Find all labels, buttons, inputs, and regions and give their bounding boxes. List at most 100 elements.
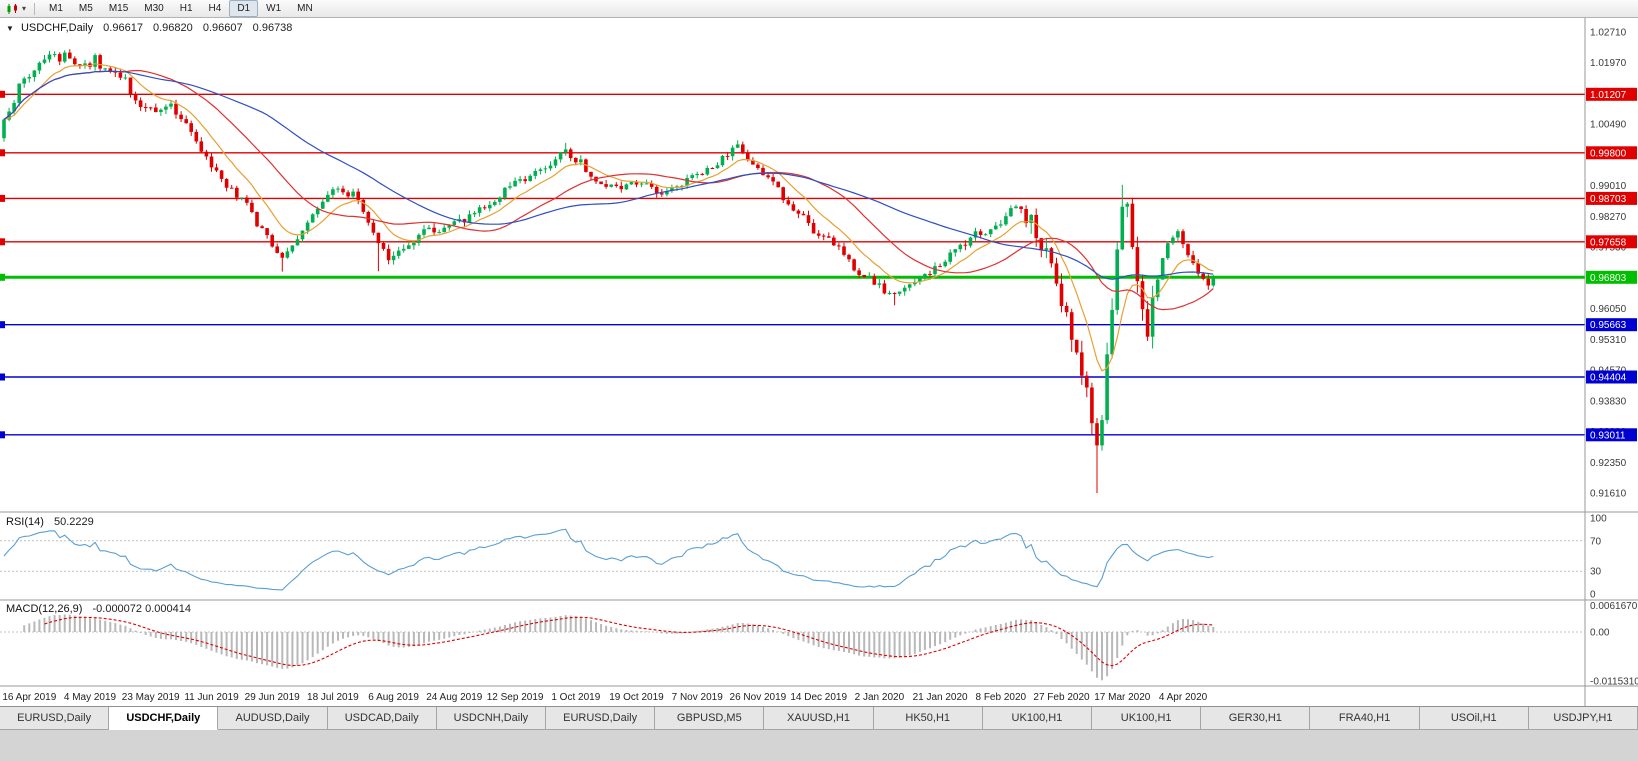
- svg-text:2 Jan 2020: 2 Jan 2020: [855, 692, 905, 703]
- chart-tab-audusd-daily[interactable]: AUDUSD,Daily: [218, 707, 328, 730]
- svg-text:1.02710: 1.02710: [1590, 27, 1627, 38]
- svg-text:14 Dec 2019: 14 Dec 2019: [790, 692, 847, 703]
- price-badge-0.98703: [1586, 191, 1637, 205]
- chart-tab-ger30-h1[interactable]: GER30,H1: [1201, 707, 1311, 730]
- svg-text:0.92350: 0.92350: [1590, 458, 1627, 469]
- chart-background: [0, 18, 1638, 706]
- bottom-tab-bar: EURUSD,Daily USDCHF,Daily AUDUSD,Daily USDC…: [0, 707, 1638, 730]
- chart-tab-eurusd-daily[interactable]: EURUSD,Daily: [546, 707, 656, 730]
- timeframe-button-M1[interactable]: M1: [49, 3, 63, 14]
- price-badge-0.94404: [1586, 370, 1637, 384]
- svg-text:0.0061670: 0.0061670: [1590, 601, 1638, 612]
- level-left-marker: [0, 194, 5, 202]
- svg-text:0.00: 0.00: [1590, 628, 1610, 639]
- chart-canvas[interactable]: 1.027101.019701.012301.004900.997500.990…: [0, 18, 1638, 706]
- svg-text:4 Apr 2020: 4 Apr 2020: [1159, 692, 1208, 703]
- level-left-marker: [0, 321, 5, 329]
- svg-text:0.96050: 0.96050: [1590, 304, 1627, 315]
- macd-signal-line: [44, 616, 1214, 667]
- chart-tab-usdcad-daily[interactable]: USDCAD,Daily: [327, 707, 437, 730]
- svg-text:8 Feb 2020: 8 Feb 2020: [975, 692, 1026, 703]
- svg-text:0.99800: 0.99800: [1590, 148, 1627, 159]
- ma-sma25-line: [3, 69, 1214, 311]
- svg-text:6 Aug 2019: 6 Aug 2019: [368, 692, 419, 703]
- chart-tab-usdchf-daily[interactable]: USDCHF,Daily: [109, 707, 219, 730]
- timeframe-button-M5[interactable]: M5: [78, 3, 93, 14]
- svg-text:0.97658: 0.97658: [1590, 237, 1627, 248]
- chart-tab-xauusd-h1[interactable]: XAUUSD,H1: [764, 707, 874, 730]
- svg-text:26 Nov 2019: 26 Nov 2019: [730, 692, 787, 703]
- svg-text:0.98270: 0.98270: [1590, 212, 1627, 223]
- rsi-indicator-value: 50.2229: [53, 516, 94, 528]
- chart-tab-usdjpy-h1[interactable]: USDJPY,H1: [1528, 707, 1638, 730]
- timeframe-button-MN[interactable]: MN: [297, 3, 313, 14]
- time-axis-labels: 16 Apr 2019 4 May 2019 23 May 2019 11 Jun 2…: [2, 692, 1207, 703]
- price-badge-1.01207: [1586, 87, 1637, 101]
- candlestick-chart-icon[interactable]: [4, 2, 22, 16]
- price-badge-0.97658: [1586, 235, 1637, 249]
- dropdown-caret-icon[interactable]: ▾: [22, 4, 27, 13]
- price-badge-0.95663: [1586, 318, 1637, 332]
- rsi-label: RSI(14) 50.2229: [6, 516, 94, 528]
- svg-text:29 Jun 2019: 29 Jun 2019: [245, 692, 300, 703]
- chart-tab-fra40-h1[interactable]: FRA40,H1: [1310, 707, 1420, 730]
- level-left-marker: [0, 149, 5, 157]
- svg-text:18 Jul 2019: 18 Jul 2019: [307, 692, 359, 703]
- svg-text:70: 70: [1590, 536, 1602, 547]
- timeframe-button-D1[interactable]: D1: [229, 0, 259, 17]
- macd-panel: 0.0061670 0.00 -0.0115310: [0, 601, 1638, 688]
- chart-tab-uk100-h1[interactable]: UK100,H1: [1092, 707, 1202, 730]
- svg-text:27 Feb 2020: 27 Feb 2020: [1033, 692, 1090, 703]
- timeframe-button-W1[interactable]: W1: [266, 3, 282, 14]
- svg-text:16 Apr 2019: 16 Apr 2019: [2, 692, 56, 703]
- timeframe-button-H1[interactable]: H1: [179, 3, 193, 14]
- svg-text:1.01207: 1.01207: [1590, 90, 1627, 101]
- symbol-menu-icon[interactable]: ▼: [6, 24, 14, 33]
- timeframe-button-M30[interactable]: M30: [144, 3, 164, 14]
- svg-text:0.95663: 0.95663: [1590, 320, 1627, 331]
- svg-text:100: 100: [1590, 514, 1607, 525]
- chart-tab-usdcnh-daily[interactable]: USDCNH,Daily: [436, 707, 547, 730]
- chart-tab-usoil-h1[interactable]: USOil,H1: [1419, 707, 1529, 730]
- svg-text:0.94404: 0.94404: [1590, 373, 1627, 384]
- price-badge-0.93011: [1586, 428, 1637, 442]
- bottom-tab-bar-region: EURUSD,Daily USDCHF,Daily AUDUSD,Daily USDC…: [0, 706, 1638, 761]
- ohlc-close: 0.96738: [252, 22, 293, 34]
- rsi-panel: 100 70 30 0: [0, 514, 1607, 601]
- svg-text:23 May 2019: 23 May 2019: [122, 692, 180, 703]
- svg-text:0.96803: 0.96803: [1590, 273, 1627, 284]
- panel-separators: [0, 18, 1638, 706]
- svg-text:0.91610: 0.91610: [1590, 489, 1627, 500]
- svg-text:1.01970: 1.01970: [1590, 58, 1627, 69]
- svg-text:0.95310: 0.95310: [1590, 335, 1627, 346]
- svg-text:0: 0: [1590, 590, 1596, 601]
- timeframe-button-H4[interactable]: H4: [208, 3, 222, 14]
- chart-symbol-timeframe: USDCHF,Daily: [20, 22, 94, 34]
- chart-tab-eurusd-daily[interactable]: EURUSD,Daily: [0, 707, 110, 730]
- chart-tab-hk50-h1[interactable]: HK50,H1: [873, 707, 983, 730]
- macd-label: MACD(12,26,9) -0.000072 0.000414: [6, 603, 191, 615]
- chart-tab-gbpusd-m5[interactable]: GBPUSD,M5: [655, 707, 765, 730]
- macd-indicator-name: MACD(12,26,9): [6, 603, 83, 615]
- timeframe-button-M15[interactable]: M15: [108, 3, 129, 14]
- svg-text:0.93830: 0.93830: [1590, 396, 1627, 407]
- svg-text:12 Sep 2019: 12 Sep 2019: [487, 692, 544, 703]
- price-badge-0.99800: [1586, 146, 1637, 160]
- level-left-marker: [0, 90, 5, 98]
- ohlc-open: 0.96617: [103, 22, 143, 34]
- level-left-marker: [0, 273, 5, 281]
- svg-text:24 Aug 2019: 24 Aug 2019: [426, 692, 483, 703]
- level-left-marker: [0, 238, 5, 246]
- svg-text:0.99010: 0.99010: [1590, 181, 1627, 192]
- chart-tab-uk100-h1[interactable]: UK100,H1: [982, 707, 1093, 730]
- svg-text:-0.0115310: -0.0115310: [1590, 677, 1638, 688]
- svg-text:0.98703: 0.98703: [1590, 194, 1627, 205]
- horizontal-levels: [0, 90, 1585, 439]
- top-toolbar: ▾ M1 M5 M15 M30 H1 H4 D1 W1 MN: [0, 0, 1638, 18]
- toolbar-separator: [34, 2, 36, 15]
- macd-histogram: [23, 614, 1215, 681]
- rsi-line: [3, 528, 1214, 591]
- svg-text:7 Nov 2019: 7 Nov 2019: [672, 692, 724, 703]
- svg-text:0.93011: 0.93011: [1590, 430, 1626, 441]
- ohlc-high: 0.96820: [153, 22, 193, 34]
